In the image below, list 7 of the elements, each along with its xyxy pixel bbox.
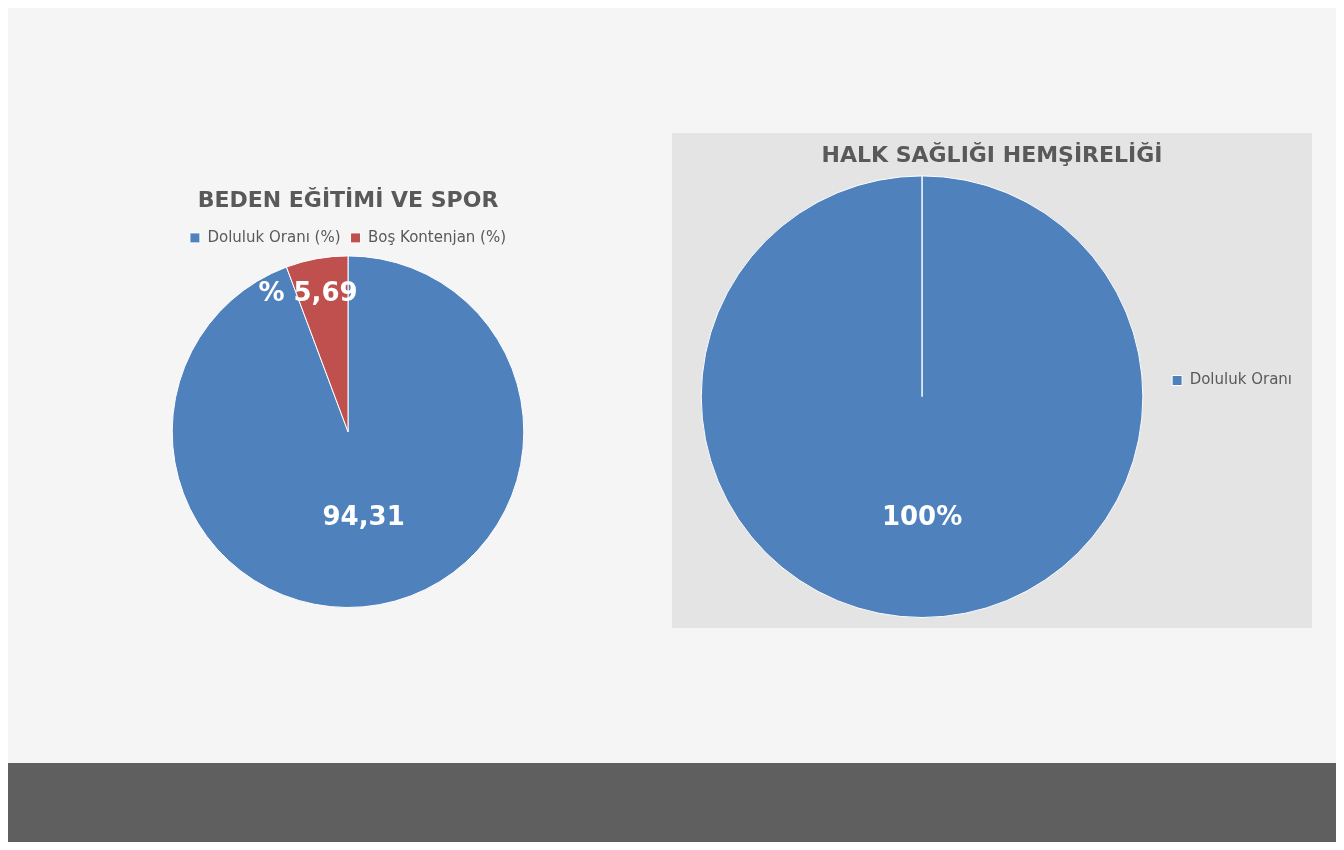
chart-title: BEDEN EĞİTİMİ VE SPOR [197, 186, 499, 212]
data-label: 94,31 [322, 500, 405, 531]
legend-label: Boş Kontenjan (%) [368, 227, 507, 246]
legend-label: Doluluk Oranı (%) [207, 227, 341, 246]
chart-title: HALK SAĞLIĞI HEMŞİRELİĞİ [821, 141, 1163, 167]
legend-label: Doluluk Oranı [1189, 370, 1292, 389]
data-label: 100% [881, 500, 963, 531]
